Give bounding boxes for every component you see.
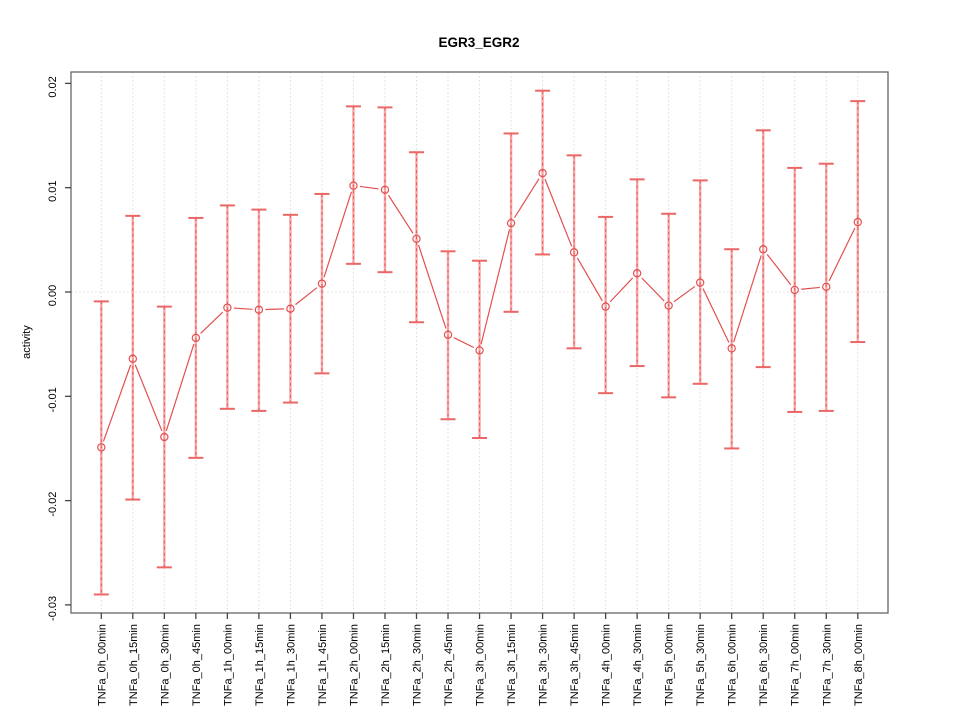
x-tick-label: TNFa_0h_00min [96,624,108,706]
x-tick-label: TNFa_5h_00min [664,624,676,706]
series-segment [295,287,318,306]
data-point-marker [601,302,610,311]
y-tick-label: 0.01 [47,180,59,201]
data-point-marker [538,168,547,178]
x-tick-label: TNFa_1h_00min [222,624,234,706]
x-tick-label: TNFa_3h_45min [569,624,581,706]
x-tick-label: TNFa_7h_30min [821,624,833,706]
data-point-marker [790,285,799,295]
data-point-marker [128,354,138,363]
x-tick-label: TNFa_0h_15min [128,624,140,706]
series-segment [265,308,284,311]
data-point-marker [254,305,264,314]
x-tick-label: TNFa_0h_45min [191,624,203,706]
x-tick-label: TNFa_6h_30min [758,624,770,706]
series-segment [641,277,665,302]
y-tick-label: 0.02 [47,76,59,97]
data-point-marker [475,346,484,355]
series-segment [323,191,353,278]
x-tick-label: TNFa_5h_30min [695,624,707,706]
chart-title: EGR3_EGR2 [438,35,519,50]
x-tick-label: TNFa_4h_30min [632,624,644,706]
x-tick-label: TNFa_3h_00min [475,624,487,706]
x-tick-label: TNFa_2h_30min [412,624,424,706]
x-tick-label: TNFa_0h_30min [159,624,171,706]
series-segment [828,227,856,282]
data-point-marker [632,269,642,278]
data-point-marker [727,344,736,353]
x-tick-label: TNFa_1h_45min [317,624,329,706]
series-segment [733,255,762,343]
series-segment [359,185,379,190]
series-segment [453,337,474,349]
data-point-marker [97,443,106,452]
data-point-marker [223,303,232,312]
x-tick-label: TNFa_4h_00min [601,624,613,706]
series-segment [165,343,195,431]
x-tick-label: TNFa_1h_15min [254,624,266,706]
series-segment [200,311,224,334]
series-segment [609,277,634,303]
series-points-layer [97,168,862,452]
data-point-marker [822,282,831,291]
axis-ticks-layer: 0.02 0.01 0.00 -0.01 -0.02 -0.03 TNFa_0h_00min… [47,76,865,706]
data-point-marker [569,248,579,257]
data-point-marker [506,218,516,228]
series-segment [417,244,447,329]
series-segment [576,257,603,302]
data-point-marker [695,278,705,287]
series-segment [514,178,540,218]
error-bars-layer [93,89,866,596]
data-point-marker [317,279,327,288]
x-tick-label: TNFa_6h_00min [727,624,739,706]
data-point-marker [191,333,201,343]
data-point-marker [664,301,673,310]
series-line-layer [102,178,856,442]
data-point-marker [380,185,390,194]
data-point-marker [349,181,358,190]
y-tick-label: -0.01 [47,387,59,412]
x-tick-label: TNFa_8h_00min [853,624,865,706]
x-tick-label: TNFa_2h_15min [380,624,392,706]
series-segment [480,229,511,345]
y-axis-label: activity [21,325,33,359]
data-point-marker [286,304,295,313]
data-point-marker [853,217,862,227]
y-tick-label: -0.02 [47,492,59,517]
series-segment [544,178,573,247]
x-tick-label: TNFa_2h_00min [348,624,360,706]
x-tick-label: TNFa_2h_45min [443,624,455,706]
y-tick-label: -0.03 [47,596,59,621]
x-tick-label: TNFa_3h_30min [538,624,550,706]
data-point-marker [443,330,453,339]
series-segment [387,194,414,234]
series-segment [766,254,792,286]
x-tick-label: TNFa_7h_00min [790,624,802,706]
series-segment [673,285,696,303]
data-point-marker [160,432,169,442]
y-tick-label: 0.00 [47,285,59,306]
series-segment [233,307,253,310]
series-segment [102,364,132,442]
x-tick-label: TNFa_3h_15min [506,624,518,706]
x-tick-label: TNFa_1h_30min [285,624,297,706]
series-segment [702,288,730,343]
series-segment [801,286,820,290]
series-segment [134,364,163,432]
data-point-marker [759,245,768,254]
data-point-marker [412,234,421,244]
